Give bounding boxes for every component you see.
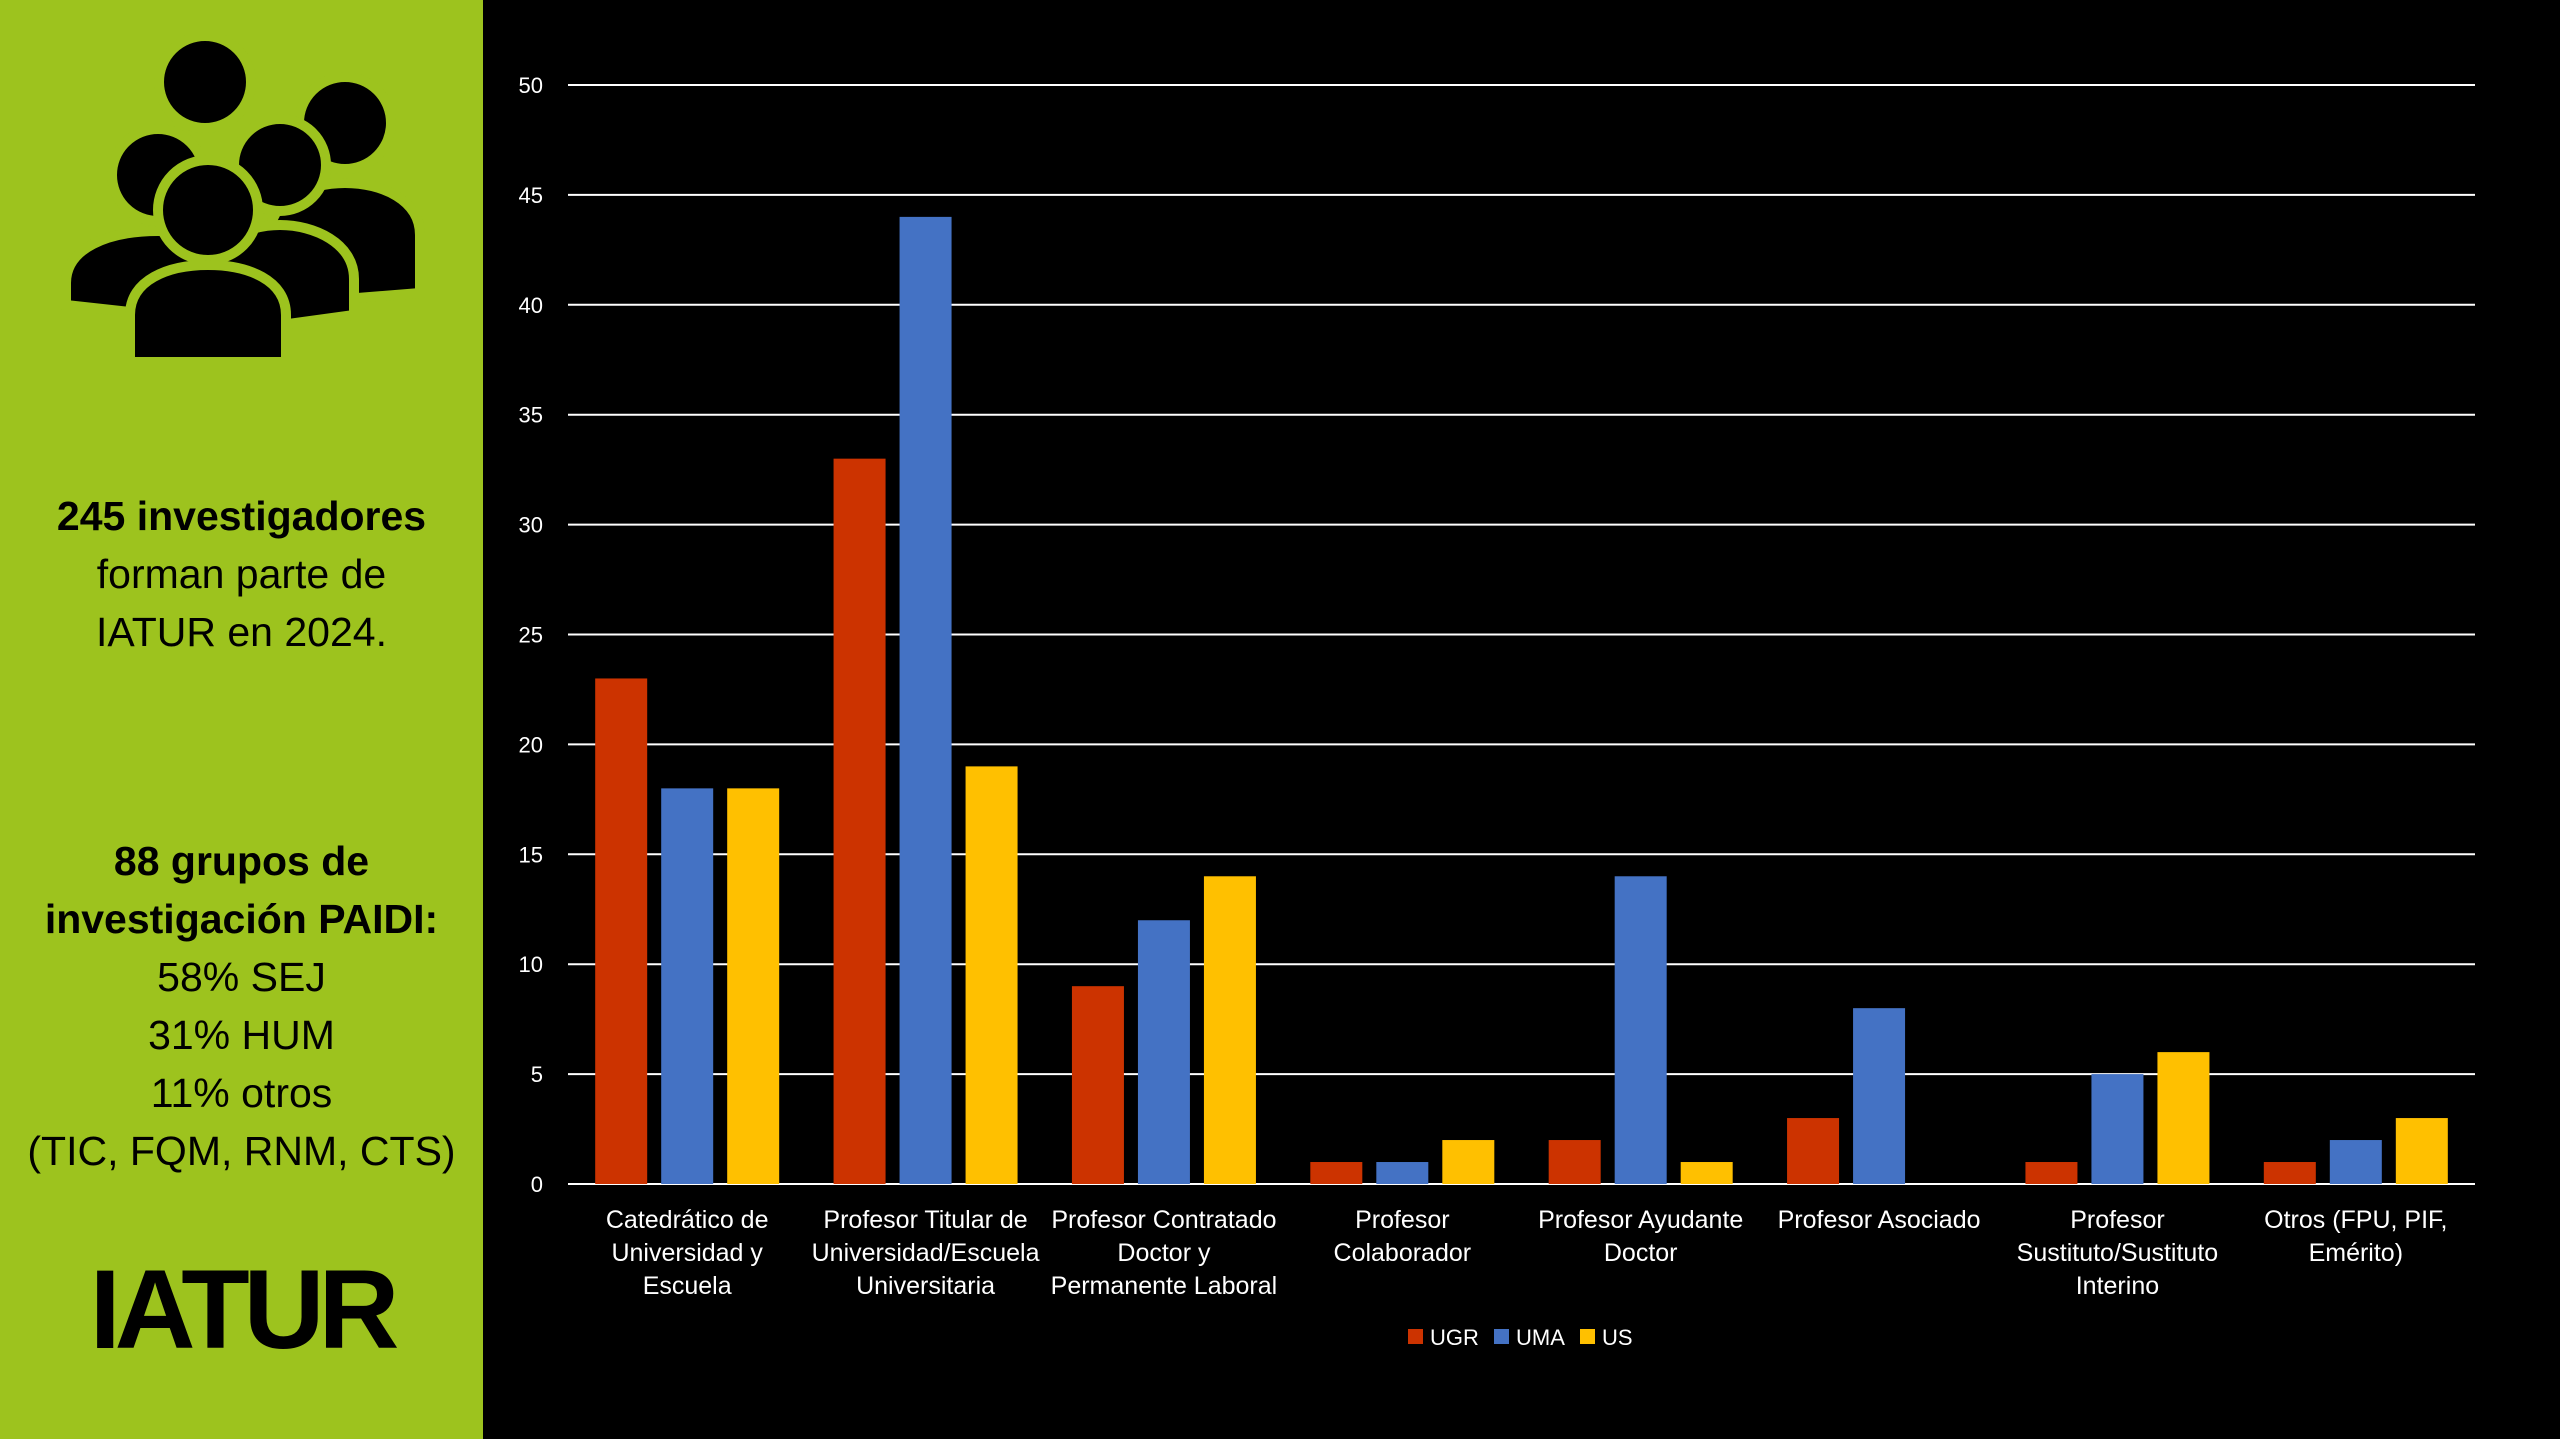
groups-line-3: 58% SEJ bbox=[157, 954, 326, 1000]
groups-line-2: investigación PAIDI: bbox=[44, 896, 439, 942]
groups-line-5: 11% otros bbox=[150, 1070, 333, 1116]
bar-us-1 bbox=[965, 766, 1018, 1184]
x-category-label: Permanente Laboral bbox=[1051, 1272, 1278, 1300]
x-category-label: Escuela bbox=[643, 1272, 732, 1300]
bar-ugr-6 bbox=[2025, 1162, 2078, 1184]
bar-us-7 bbox=[2395, 1118, 2448, 1184]
bars bbox=[595, 216, 2448, 1184]
y-tick-label: 45 bbox=[519, 183, 543, 208]
bar-uma-5 bbox=[1853, 1008, 1906, 1184]
x-category-label: Doctor bbox=[1604, 1239, 1678, 1267]
x-category-label: Colaborador bbox=[1334, 1239, 1472, 1267]
x-category-label: Catedrático de bbox=[606, 1206, 769, 1234]
x-category-label: Interino bbox=[2076, 1272, 2159, 1300]
x-category-label: Profesor Contratado bbox=[1051, 1206, 1276, 1234]
bar-us-6 bbox=[2157, 1052, 2210, 1184]
bar-ugr-2 bbox=[1071, 986, 1124, 1184]
x-category-label: Universidad/Escuela bbox=[812, 1239, 1040, 1267]
x-category-label: Profesor Titular de bbox=[823, 1206, 1027, 1234]
groups-stat: 88 grupos de investigación PAIDI: 58% SE… bbox=[0, 832, 483, 1180]
bar-ugr-7 bbox=[2263, 1162, 2316, 1184]
x-category-label: Profesor bbox=[2070, 1206, 2164, 1234]
y-tick-label: 25 bbox=[519, 623, 543, 648]
y-tick-label: 40 bbox=[519, 293, 543, 318]
legend: UGR UMA US bbox=[1408, 1325, 1633, 1350]
bar-uma-4 bbox=[1614, 876, 1667, 1184]
legend-label-us: US bbox=[1602, 1325, 1633, 1350]
researchers-line-3: IATUR en 2024. bbox=[96, 609, 387, 655]
groups-line-6: (TIC, FQM, RNM, CTS) bbox=[27, 1128, 456, 1174]
y-tick-label: 30 bbox=[519, 513, 543, 538]
bar-uma-1 bbox=[899, 216, 952, 1184]
researchers-stat: 245 investigadores forman parte de IATUR… bbox=[0, 487, 483, 661]
x-category-label: Profesor Ayudante bbox=[1538, 1206, 1743, 1234]
groups-line-1: 88 grupos de bbox=[113, 838, 370, 884]
y-tick-label: 15 bbox=[519, 842, 543, 867]
x-category-label: Universidad y bbox=[611, 1239, 763, 1267]
iatur-logo: IATUR bbox=[89, 1247, 400, 1372]
bar-us-3 bbox=[1442, 1140, 1495, 1184]
bar-uma-6 bbox=[2091, 1074, 2144, 1184]
y-tick-label: 5 bbox=[531, 1062, 543, 1087]
info-sidebar: 245 investigadores forman parte de IATUR… bbox=[0, 0, 483, 1439]
bar-uma-7 bbox=[2329, 1140, 2382, 1184]
bar-chart: 0 5 10 15 20 25 30 35 40 45 50 Catedrático de Unive… bbox=[519, 73, 2475, 1350]
bar-ugr-5 bbox=[1787, 1118, 1840, 1184]
people-group-icon bbox=[61, 35, 425, 365]
bar-ugr-1 bbox=[833, 458, 886, 1184]
bar-uma-0 bbox=[661, 788, 714, 1184]
y-tick-label: 20 bbox=[519, 732, 543, 757]
groups-line-4: 31% HUM bbox=[148, 1012, 335, 1058]
x-category-label: Emérito) bbox=[2309, 1239, 2403, 1267]
legend-label-uma: UMA bbox=[1516, 1325, 1565, 1350]
x-category-label: Profesor bbox=[1355, 1206, 1449, 1234]
bar-us-4 bbox=[1680, 1162, 1733, 1184]
y-tick-label: 0 bbox=[531, 1172, 543, 1197]
legend-label-ugr: UGR bbox=[1430, 1325, 1479, 1350]
x-category-label: Profesor Asociado bbox=[1778, 1206, 1981, 1234]
y-tick-label: 10 bbox=[519, 952, 543, 977]
y-tick-label: 35 bbox=[519, 403, 543, 428]
legend-swatch-ugr bbox=[1408, 1329, 1423, 1344]
bar-us-0 bbox=[727, 788, 780, 1184]
bar-uma-3 bbox=[1376, 1162, 1429, 1184]
y-axis-ticks: 0 5 10 15 20 25 30 35 40 45 50 bbox=[519, 73, 543, 1197]
x-category-label: Doctor y bbox=[1117, 1239, 1211, 1267]
x-category-label: Universitaria bbox=[856, 1272, 995, 1300]
researchers-line-1: 245 investigadores bbox=[56, 493, 427, 539]
y-tick-label: 50 bbox=[519, 73, 543, 98]
bar-ugr-0 bbox=[595, 678, 648, 1184]
legend-swatch-us bbox=[1580, 1329, 1595, 1344]
bar-us-2 bbox=[1203, 876, 1256, 1184]
x-category-label: Otros (FPU, PIF, bbox=[2264, 1206, 2447, 1234]
legend-swatch-uma bbox=[1494, 1329, 1509, 1344]
bar-ugr-4 bbox=[1548, 1140, 1601, 1184]
bar-ugr-3 bbox=[1310, 1162, 1363, 1184]
researchers-line-2: forman parte de bbox=[96, 551, 387, 597]
grid-lines bbox=[568, 84, 2475, 1185]
x-axis-labels: Catedrático de Universidad y Escuela Profes… bbox=[606, 1206, 2448, 1300]
bar-uma-2 bbox=[1137, 920, 1190, 1184]
x-category-label: Sustituto/Sustituto bbox=[2017, 1239, 2219, 1267]
